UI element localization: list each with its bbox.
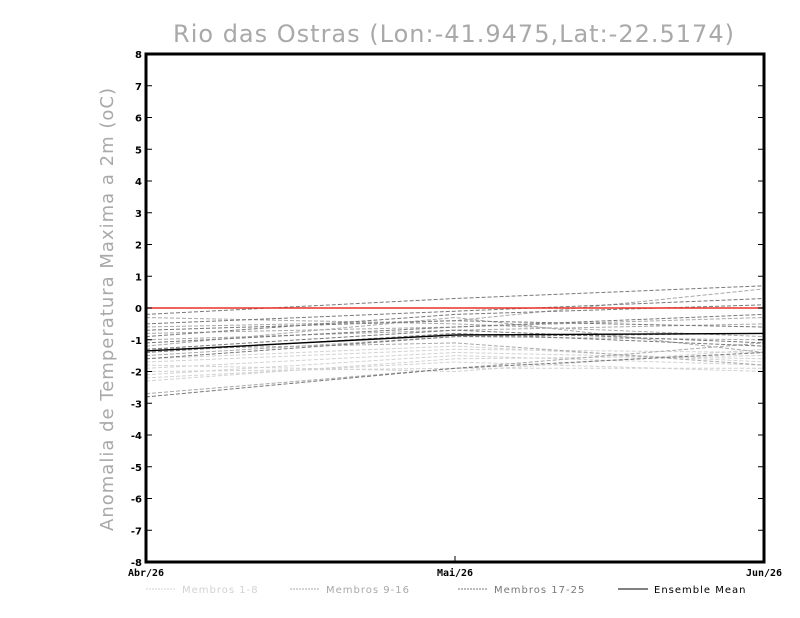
y-tick-label: -8	[131, 558, 142, 569]
member-line-17	[145, 285, 765, 315]
chart-title: Rio das Ostras (Lon:-41.9475,Lat:-22.517…	[173, 20, 735, 48]
y-tick-label: 3	[135, 209, 142, 220]
member-line-22	[145, 304, 765, 338]
legend-label: Membros 9-16	[326, 585, 410, 596]
y-axis-label: Anomalia de Temperatura Maxima a 2m (oC)	[97, 87, 118, 531]
y-tick-label: 0	[135, 304, 142, 315]
y-tick-label: 4	[135, 177, 142, 188]
member-line-24	[145, 320, 765, 331]
y-tick-label: -7	[131, 526, 142, 537]
y-tick-label: -4	[131, 431, 142, 442]
member-line-6	[145, 345, 765, 363]
x-tick-label: Mai/26	[437, 567, 473, 579]
member-line-25	[145, 329, 765, 350]
member-line-19	[145, 313, 765, 344]
legend-label: Membros 1-8	[182, 585, 259, 596]
y-tick-label: -6	[131, 495, 142, 506]
member-line-7	[145, 348, 765, 373]
mean-layer	[145, 332, 765, 352]
y-tick-label: 6	[135, 114, 142, 125]
y-tick-label: 5	[135, 145, 142, 156]
member-line-4	[145, 367, 764, 372]
y-tick-label: 2	[135, 241, 142, 252]
y-tick-label: -1	[131, 336, 142, 347]
y-tick-label: -3	[131, 399, 142, 410]
y-tick-label: 8	[135, 50, 142, 61]
x-tick-label: Jun/26	[746, 568, 782, 579]
member-line-3	[145, 348, 765, 363]
y-tick-label: -5	[131, 463, 142, 474]
member-line-15	[145, 342, 765, 366]
y-tick-label: 7	[135, 82, 142, 93]
legend-label: Ensemble Mean	[654, 585, 746, 596]
ensemble-mean-line	[145, 332, 765, 352]
y-tick-label: -2	[131, 368, 142, 379]
member-line-23	[145, 332, 765, 360]
member-line-20	[145, 352, 765, 398]
member-line-1	[145, 351, 765, 369]
member-line-5	[145, 355, 765, 382]
member-line-12	[145, 342, 765, 395]
legend: Membros 1-8 Membros 9-16 Membros 17-25 Ense…	[146, 585, 746, 596]
legend-label: Membros 17-25	[494, 585, 585, 596]
x-tick-label: Abr/26	[128, 568, 164, 579]
series-layer	[145, 285, 765, 398]
y-tick-label: 1	[135, 272, 142, 283]
member-line-18	[145, 298, 765, 325]
member-line-8	[145, 361, 765, 379]
member-line-13	[145, 316, 765, 353]
member-line-2	[145, 355, 765, 376]
